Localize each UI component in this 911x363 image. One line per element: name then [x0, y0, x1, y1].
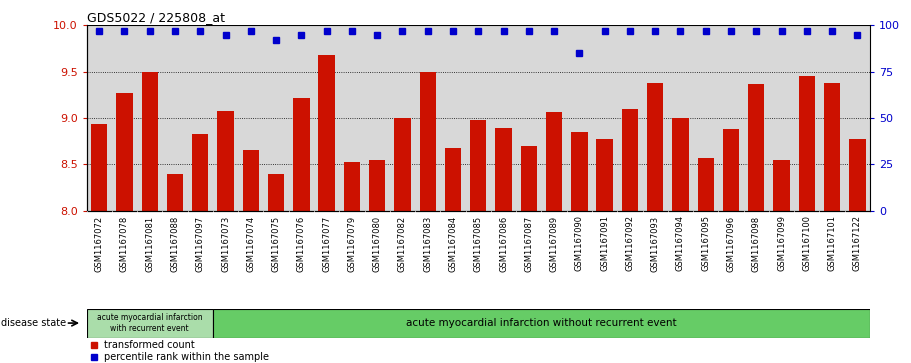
- Text: transformed count: transformed count: [104, 340, 195, 350]
- Bar: [91, 125, 107, 211]
- Text: GSM1167073: GSM1167073: [221, 215, 230, 272]
- Bar: [496, 128, 512, 211]
- Bar: [621, 109, 638, 211]
- Text: GSM1167077: GSM1167077: [322, 215, 331, 272]
- Bar: [773, 160, 790, 211]
- Text: GSM1167072: GSM1167072: [95, 215, 104, 272]
- Text: GSM1167079: GSM1167079: [347, 215, 356, 272]
- Text: GSM1167097: GSM1167097: [196, 215, 205, 272]
- Text: GSM1167080: GSM1167080: [373, 215, 382, 272]
- Bar: [748, 84, 764, 211]
- Bar: [799, 76, 815, 211]
- Text: GSM1167093: GSM1167093: [650, 215, 660, 272]
- Bar: [470, 120, 486, 211]
- Bar: [445, 148, 461, 211]
- Text: GSM1167074: GSM1167074: [246, 215, 255, 272]
- Bar: [420, 72, 436, 211]
- Text: GSM1167081: GSM1167081: [145, 215, 154, 272]
- Bar: [242, 150, 259, 211]
- Bar: [647, 83, 663, 211]
- Text: GSM1167088: GSM1167088: [170, 215, 179, 272]
- Text: GSM1167084: GSM1167084: [448, 215, 457, 272]
- Bar: [698, 158, 714, 211]
- Bar: [213, 309, 870, 338]
- Text: GSM1167086: GSM1167086: [499, 215, 508, 272]
- Text: GSM1167100: GSM1167100: [803, 215, 812, 272]
- Text: GSM1167101: GSM1167101: [827, 215, 836, 272]
- Bar: [546, 113, 562, 211]
- Text: GSM1167096: GSM1167096: [726, 215, 735, 272]
- Bar: [394, 118, 411, 211]
- Text: disease state: disease state: [1, 318, 66, 328]
- Text: GSM1167095: GSM1167095: [701, 215, 711, 272]
- Text: GDS5022 / 225808_at: GDS5022 / 225808_at: [87, 11, 224, 24]
- Text: GSM1167085: GSM1167085: [474, 215, 483, 272]
- Bar: [343, 162, 360, 211]
- Text: GSM1167076: GSM1167076: [297, 215, 306, 272]
- Bar: [218, 111, 234, 211]
- Bar: [824, 83, 840, 211]
- Text: GSM1167122: GSM1167122: [853, 215, 862, 272]
- Bar: [597, 139, 613, 211]
- Bar: [293, 98, 310, 211]
- Bar: [319, 55, 335, 211]
- Bar: [672, 118, 689, 211]
- Bar: [117, 93, 133, 211]
- Bar: [141, 72, 158, 211]
- Text: acute myocardial infarction
with recurrent event: acute myocardial infarction with recurre…: [97, 313, 202, 333]
- Text: GSM1167091: GSM1167091: [600, 215, 609, 272]
- Text: GSM1167075: GSM1167075: [271, 215, 281, 272]
- Bar: [167, 174, 183, 211]
- Bar: [268, 174, 284, 211]
- Text: GSM1167092: GSM1167092: [626, 215, 634, 272]
- Bar: [192, 134, 209, 211]
- Text: GSM1167078: GSM1167078: [120, 215, 129, 272]
- Text: GSM1167089: GSM1167089: [549, 215, 558, 272]
- Text: GSM1167090: GSM1167090: [575, 215, 584, 272]
- Text: GSM1167083: GSM1167083: [424, 215, 432, 272]
- Bar: [722, 129, 739, 211]
- Text: GSM1167098: GSM1167098: [752, 215, 761, 272]
- Text: percentile rank within the sample: percentile rank within the sample: [104, 352, 269, 362]
- Text: GSM1167082: GSM1167082: [398, 215, 407, 272]
- Text: GSM1167087: GSM1167087: [525, 215, 533, 272]
- Text: GSM1167094: GSM1167094: [676, 215, 685, 272]
- Bar: [849, 139, 865, 211]
- Bar: [571, 132, 588, 211]
- Text: GSM1167099: GSM1167099: [777, 215, 786, 272]
- Bar: [369, 160, 385, 211]
- Bar: [87, 309, 213, 338]
- Bar: [520, 146, 537, 211]
- Text: acute myocardial infarction without recurrent event: acute myocardial infarction without recu…: [406, 318, 677, 328]
